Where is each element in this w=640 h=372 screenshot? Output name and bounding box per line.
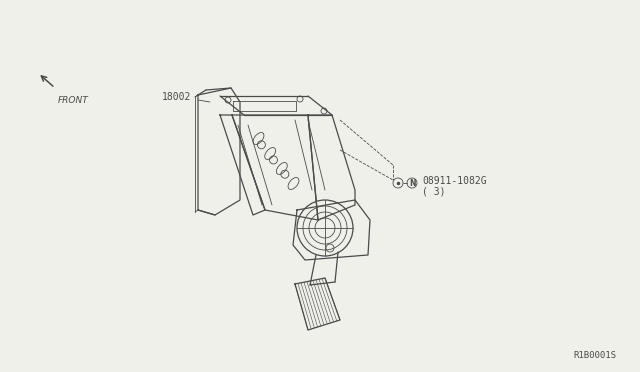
Text: ( 3): ( 3) bbox=[422, 187, 445, 197]
Text: FRONT: FRONT bbox=[58, 96, 89, 105]
Text: R1B0001S: R1B0001S bbox=[573, 351, 616, 360]
Text: 18002: 18002 bbox=[162, 92, 191, 102]
Text: 08911-1082G: 08911-1082G bbox=[422, 176, 486, 186]
Text: N: N bbox=[409, 179, 415, 188]
